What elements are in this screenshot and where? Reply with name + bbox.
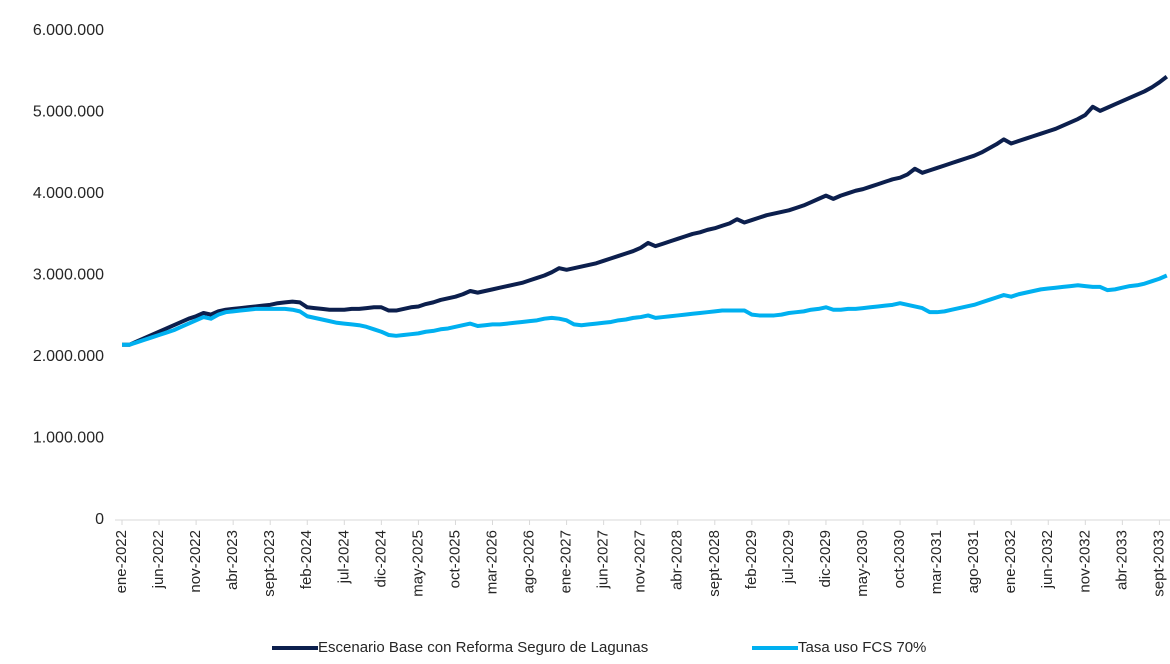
y-tick-label: 2.000.000: [33, 348, 104, 365]
x-tick-label: may-2025: [409, 530, 426, 597]
x-tick-label: abr-2033: [1113, 530, 1130, 590]
x-tick-label: nov-2032: [1076, 530, 1093, 593]
x-tick-label: sept-2023: [261, 530, 278, 597]
x-tick-label: ene-2022: [113, 530, 130, 593]
x-tick-label: nov-2027: [632, 530, 649, 593]
x-tick-label: jun-2032: [1039, 530, 1056, 589]
x-tick-label: ago-2031: [965, 530, 982, 593]
x-tick-label: oct-2030: [891, 530, 908, 588]
x-tick-label: jul-2029: [780, 530, 797, 584]
x-tick-label: feb-2024: [298, 530, 315, 589]
x-tick-label: jun-2022: [150, 530, 167, 589]
y-tick-label: 1.000.000: [33, 430, 104, 447]
series-line: [122, 75, 1169, 347]
x-tick-label: may-2030: [854, 530, 871, 597]
x-tick-label: abr-2028: [669, 530, 686, 590]
x-tick-label: sept-2028: [706, 530, 723, 597]
y-tick-label: 4.000.000: [33, 185, 104, 202]
x-tick-label: dic-2029: [817, 530, 834, 588]
x-tick-label: mar-2031: [928, 530, 945, 594]
x-tick-label: mar-2026: [483, 530, 500, 594]
y-tick-label: 3.000.000: [33, 267, 104, 284]
x-tick-label: jun-2027: [595, 530, 612, 589]
y-tick-label: 6.000.000: [33, 22, 104, 39]
x-tick-label: ene-2032: [1002, 530, 1019, 593]
series-line: [122, 273, 1168, 347]
legend-label: Tasa uso FCS 70%: [798, 639, 926, 656]
x-tick-label: jul-2024: [335, 530, 352, 584]
x-tick-label: sept-2033: [1150, 530, 1167, 597]
x-tick-label: nov-2022: [187, 530, 204, 593]
x-tick-label: feb-2029: [743, 530, 760, 589]
legend-label: Escenario Base con Reforma Seguro de Lag…: [318, 639, 648, 656]
x-tick-label: abr-2023: [224, 530, 241, 590]
x-tick-label: ago-2026: [521, 530, 538, 593]
x-tick-label: oct-2025: [446, 530, 463, 588]
x-tick-label: dic-2024: [372, 530, 389, 588]
y-tick-label: 5.000.000: [33, 104, 104, 121]
y-tick-label: 0: [95, 511, 104, 528]
x-tick-label: ene-2027: [558, 530, 575, 593]
